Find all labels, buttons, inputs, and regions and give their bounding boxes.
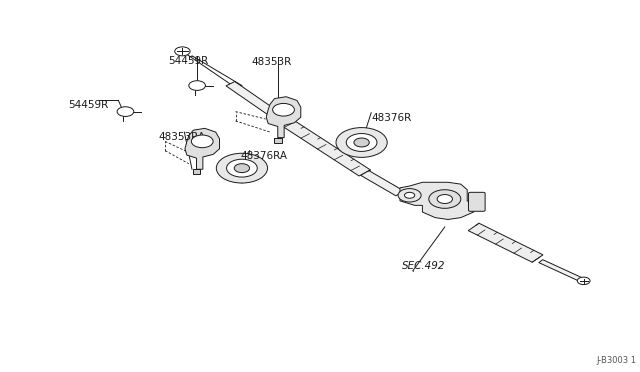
Circle shape xyxy=(234,164,250,173)
Polygon shape xyxy=(276,116,371,176)
Text: J-B3003 1: J-B3003 1 xyxy=(596,356,637,365)
Circle shape xyxy=(227,159,257,177)
FancyBboxPatch shape xyxy=(468,192,485,211)
Polygon shape xyxy=(266,97,301,138)
Polygon shape xyxy=(226,81,286,121)
Polygon shape xyxy=(361,171,404,196)
Circle shape xyxy=(404,192,415,198)
Text: SEC.492: SEC.492 xyxy=(402,261,445,271)
FancyBboxPatch shape xyxy=(274,138,282,143)
Circle shape xyxy=(577,277,590,285)
Polygon shape xyxy=(185,128,220,169)
Circle shape xyxy=(354,138,369,147)
Circle shape xyxy=(216,153,268,183)
Text: 48353R: 48353R xyxy=(252,57,292,67)
Text: 48376R: 48376R xyxy=(371,113,412,123)
Text: 48376RA: 48376RA xyxy=(241,151,287,161)
Circle shape xyxy=(273,103,294,116)
Circle shape xyxy=(398,189,421,202)
Circle shape xyxy=(336,128,387,157)
FancyBboxPatch shape xyxy=(193,169,200,174)
Circle shape xyxy=(117,107,134,116)
Circle shape xyxy=(437,195,452,203)
Circle shape xyxy=(429,190,461,208)
Polygon shape xyxy=(468,223,543,262)
Text: 54459R: 54459R xyxy=(68,100,108,110)
Circle shape xyxy=(189,81,205,90)
Circle shape xyxy=(346,134,377,151)
Polygon shape xyxy=(400,182,474,219)
Circle shape xyxy=(191,135,213,148)
Polygon shape xyxy=(539,260,586,282)
Text: 48353RA: 48353RA xyxy=(159,132,205,142)
Circle shape xyxy=(175,47,190,56)
Text: 54459R: 54459R xyxy=(169,56,209,66)
